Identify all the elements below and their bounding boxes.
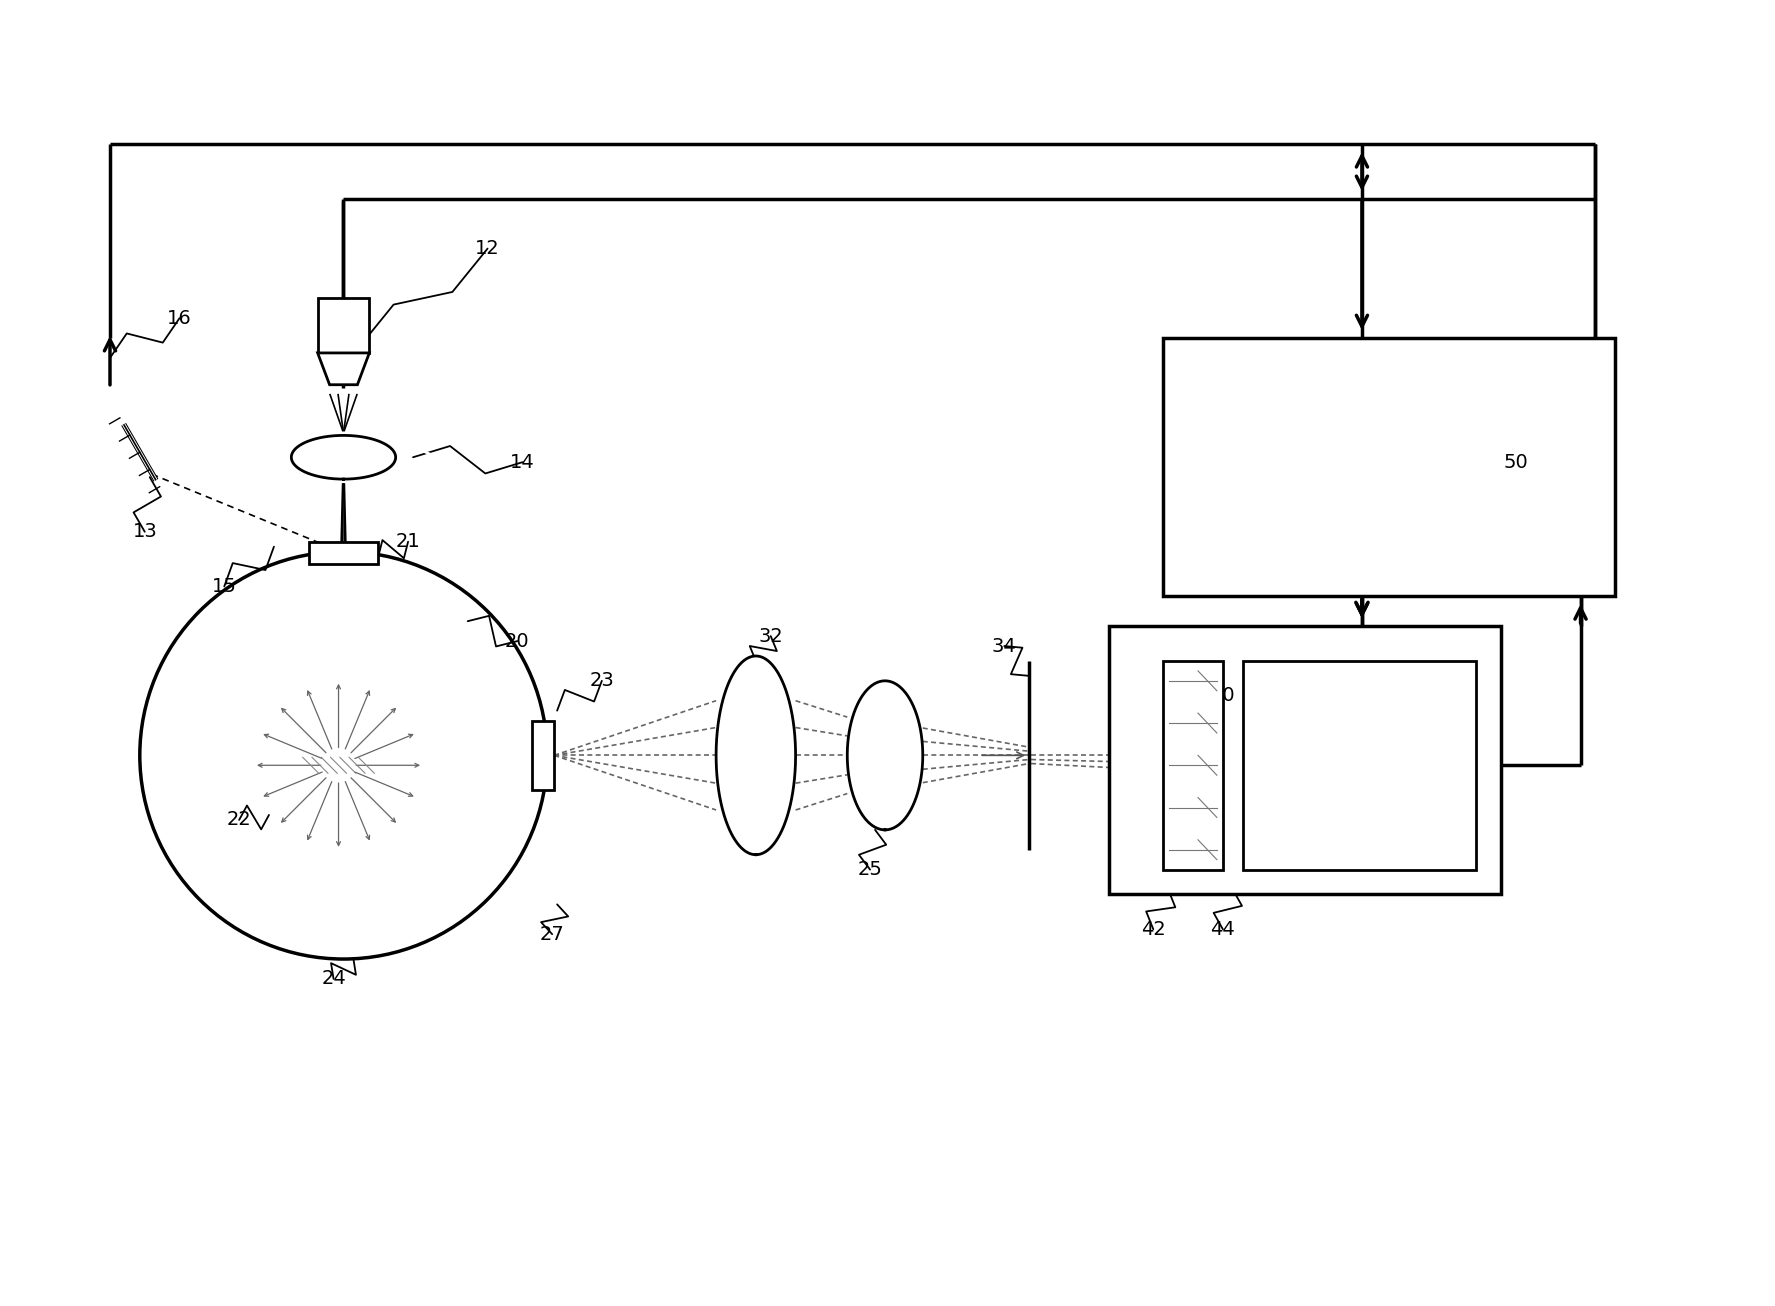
Text: 27: 27 (540, 925, 564, 944)
Polygon shape (240, 435, 447, 479)
Bar (1163, 338, 1615, 597)
Bar (1242, 661, 1477, 870)
Text: 42: 42 (1141, 919, 1166, 939)
Text: 16: 16 (167, 308, 192, 328)
Text: 40: 40 (1211, 686, 1235, 705)
Text: 24: 24 (321, 969, 346, 989)
Bar (1163, 661, 1223, 870)
Text: 44: 44 (1211, 919, 1235, 939)
Text: 50: 50 (1503, 453, 1528, 471)
Text: 15: 15 (211, 577, 236, 596)
Text: 46: 46 (1354, 710, 1379, 730)
Text: 22: 22 (227, 811, 252, 829)
Text: 12: 12 (476, 239, 501, 259)
Text: 34: 34 (992, 636, 1017, 656)
Bar (532, 721, 554, 790)
Bar (1109, 626, 1502, 895)
Text: 23: 23 (589, 671, 614, 691)
Polygon shape (715, 656, 795, 854)
Text: 25: 25 (857, 861, 882, 879)
Circle shape (140, 551, 547, 959)
Polygon shape (847, 680, 923, 829)
Text: 14: 14 (509, 453, 534, 471)
Text: 20: 20 (506, 632, 529, 650)
Text: 21: 21 (396, 533, 421, 551)
Bar (309, 542, 378, 564)
Polygon shape (318, 353, 369, 385)
Bar (318, 298, 369, 353)
Text: 13: 13 (133, 522, 158, 541)
Polygon shape (291, 435, 396, 479)
Text: 32: 32 (758, 627, 783, 645)
